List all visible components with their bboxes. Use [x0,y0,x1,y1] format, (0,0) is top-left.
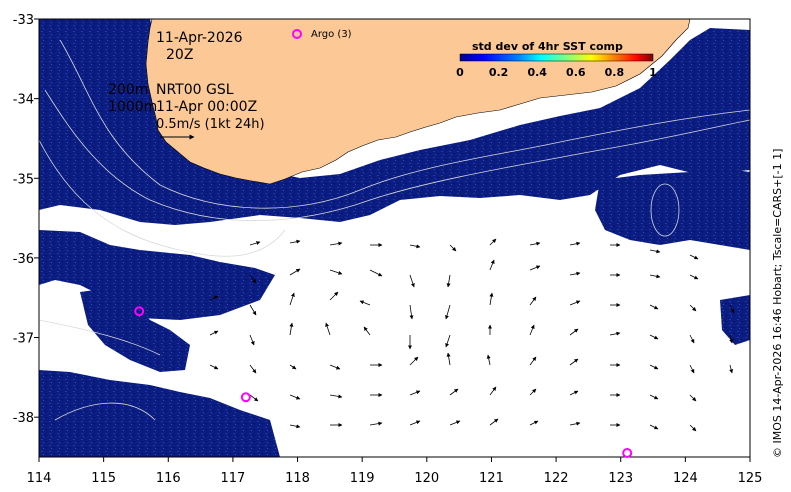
argo-float-icon [240,392,251,403]
colorbar-title: std dev of 4hr SST comp [472,40,623,53]
vector-scale-label: 0.5m/s (1kt 24h) [156,117,265,132]
argo-legend-marker-icon [292,29,302,39]
x-tick-label: 117 [220,471,245,486]
argo-float-markers [134,306,633,459]
y-axis: -33 -34 -35 -36 -37 -38 [13,13,39,426]
x-axis: 114 115 116 117 118 119 120 121 122 123 124 125 [27,457,763,486]
credit-text: © IMOS 14-Apr-2026 16:46 Hobart; Tscale=… [771,149,784,458]
y-tick-label: -34 [13,93,34,108]
x-tick-label: 123 [608,471,633,486]
colorbar-tick-label: 1 [649,66,657,79]
colorbar-tick-label: 0.6 [566,66,586,79]
x-tick-label: 118 [285,471,310,486]
colorbar-tick-label: 0.2 [489,66,509,79]
plot-frame [38,18,751,458]
colorbar [459,53,654,62]
colorbar-tick-label: 0 [456,66,464,79]
depth-label-1000m: 1000m [108,99,157,115]
y-tick-label: -36 [13,252,34,267]
x-tick-label: 120 [414,471,439,486]
product-label: NRT00 GSL [156,82,234,98]
depth-contours [39,39,750,421]
argo-float-icon [134,306,145,317]
x-tick-label: 124 [673,471,698,486]
x-tick-label: 121 [479,471,504,486]
product-time-label: 11-Apr 00:00Z [156,99,257,115]
colorbar-ticks: 0 0.2 0.4 0.6 0.8 1 [456,66,657,79]
y-tick-label: -33 [13,13,34,28]
depth-label-200m: 200m [108,82,148,98]
x-tick-label: 116 [156,471,181,486]
colorbar-tick-label: 0.8 [605,66,625,79]
argo-float-icon [622,448,633,459]
colorbar-tick-label: 0.4 [527,66,547,79]
argo-legend-label: Argo (3) [311,29,352,40]
x-tick-label: 114 [27,471,52,486]
current-vectors [209,238,735,432]
x-tick-label: 115 [91,471,116,486]
y-tick-label: -35 [13,172,34,187]
y-tick-label: -38 [13,411,34,426]
time-label: 20Z [166,47,193,63]
x-tick-label: 119 [350,471,375,486]
x-tick-label: 122 [544,471,569,486]
x-tick-label: 125 [738,471,763,486]
y-tick-label: -37 [13,332,34,347]
date-label: 11-Apr-2026 [156,30,243,46]
